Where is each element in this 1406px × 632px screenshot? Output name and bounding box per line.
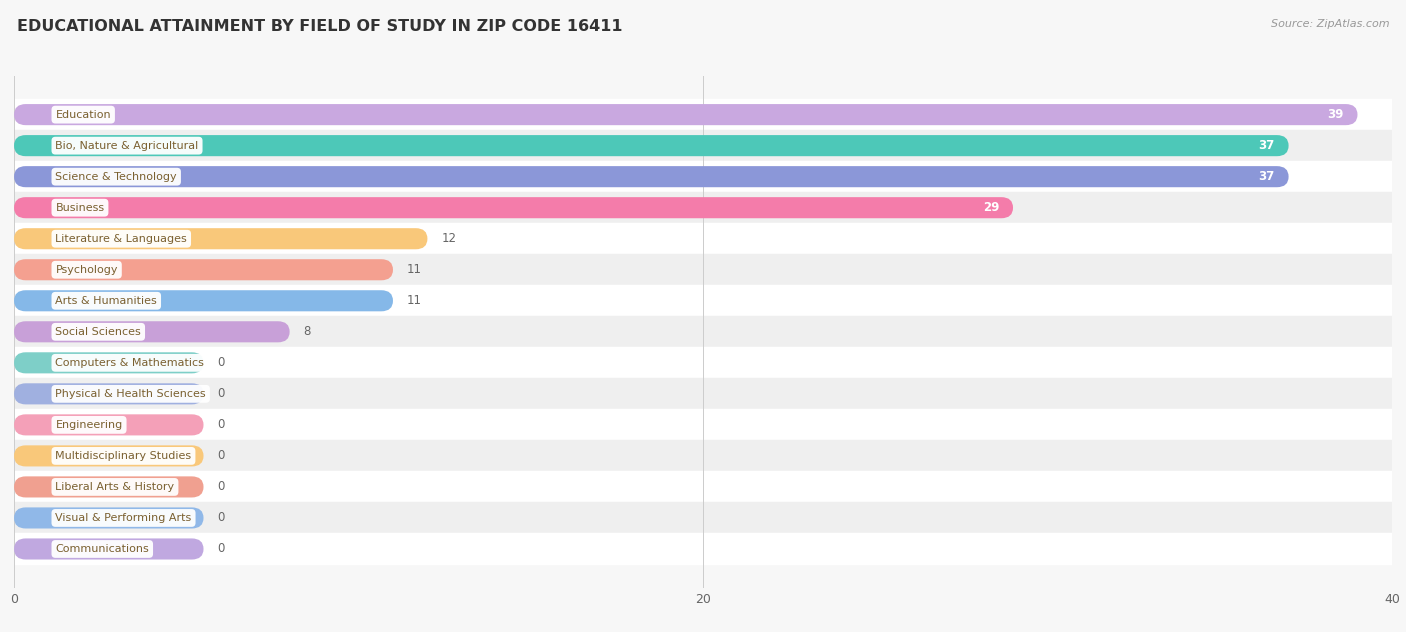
FancyBboxPatch shape bbox=[14, 259, 394, 281]
FancyBboxPatch shape bbox=[14, 321, 290, 343]
Text: 11: 11 bbox=[406, 264, 422, 276]
Bar bbox=[14, 471, 1392, 502]
Text: 39: 39 bbox=[1327, 108, 1344, 121]
FancyBboxPatch shape bbox=[14, 446, 204, 466]
FancyBboxPatch shape bbox=[14, 166, 1289, 187]
Text: Science & Technology: Science & Technology bbox=[55, 172, 177, 181]
Text: Social Sciences: Social Sciences bbox=[55, 327, 141, 337]
Bar bbox=[14, 192, 1392, 223]
Text: Liberal Arts & History: Liberal Arts & History bbox=[55, 482, 174, 492]
Text: Education: Education bbox=[55, 109, 111, 119]
FancyBboxPatch shape bbox=[14, 507, 204, 528]
FancyBboxPatch shape bbox=[14, 477, 204, 497]
Text: Bio, Nature & Agricultural: Bio, Nature & Agricultural bbox=[55, 141, 198, 150]
Bar bbox=[14, 254, 1392, 285]
Text: Source: ZipAtlas.com: Source: ZipAtlas.com bbox=[1271, 19, 1389, 29]
Text: Visual & Performing Arts: Visual & Performing Arts bbox=[55, 513, 191, 523]
Bar bbox=[14, 441, 1392, 471]
Text: 11: 11 bbox=[406, 295, 422, 307]
FancyBboxPatch shape bbox=[14, 538, 204, 559]
Text: 0: 0 bbox=[218, 511, 225, 525]
Text: Computers & Mathematics: Computers & Mathematics bbox=[55, 358, 204, 368]
Text: 0: 0 bbox=[218, 387, 225, 400]
Bar bbox=[14, 161, 1392, 192]
Text: Communications: Communications bbox=[55, 544, 149, 554]
Text: 8: 8 bbox=[304, 325, 311, 338]
Text: 0: 0 bbox=[218, 356, 225, 369]
Bar bbox=[14, 223, 1392, 254]
Bar bbox=[14, 533, 1392, 564]
Bar bbox=[14, 379, 1392, 410]
Bar bbox=[14, 348, 1392, 379]
Text: Arts & Humanities: Arts & Humanities bbox=[55, 296, 157, 306]
Text: Psychology: Psychology bbox=[55, 265, 118, 275]
Text: 0: 0 bbox=[218, 480, 225, 494]
Text: Business: Business bbox=[55, 203, 104, 213]
Text: Physical & Health Sciences: Physical & Health Sciences bbox=[55, 389, 207, 399]
Text: 0: 0 bbox=[218, 418, 225, 432]
FancyBboxPatch shape bbox=[14, 290, 394, 312]
FancyBboxPatch shape bbox=[14, 415, 204, 435]
FancyBboxPatch shape bbox=[14, 104, 1358, 125]
Bar bbox=[14, 316, 1392, 348]
FancyBboxPatch shape bbox=[14, 228, 427, 249]
Text: 29: 29 bbox=[983, 201, 1000, 214]
Text: Literature & Languages: Literature & Languages bbox=[55, 234, 187, 244]
Bar bbox=[14, 502, 1392, 533]
Bar bbox=[14, 130, 1392, 161]
Bar bbox=[14, 410, 1392, 441]
Text: 37: 37 bbox=[1258, 170, 1275, 183]
Text: Multidisciplinary Studies: Multidisciplinary Studies bbox=[55, 451, 191, 461]
FancyBboxPatch shape bbox=[14, 135, 1289, 156]
FancyBboxPatch shape bbox=[14, 352, 204, 374]
Text: 12: 12 bbox=[441, 232, 456, 245]
Text: 0: 0 bbox=[218, 542, 225, 556]
Bar bbox=[14, 285, 1392, 316]
FancyBboxPatch shape bbox=[14, 383, 204, 404]
FancyBboxPatch shape bbox=[14, 197, 1012, 218]
Text: Engineering: Engineering bbox=[55, 420, 122, 430]
Text: EDUCATIONAL ATTAINMENT BY FIELD OF STUDY IN ZIP CODE 16411: EDUCATIONAL ATTAINMENT BY FIELD OF STUDY… bbox=[17, 19, 623, 34]
Text: 37: 37 bbox=[1258, 139, 1275, 152]
Text: 0: 0 bbox=[218, 449, 225, 463]
Bar bbox=[14, 99, 1392, 130]
